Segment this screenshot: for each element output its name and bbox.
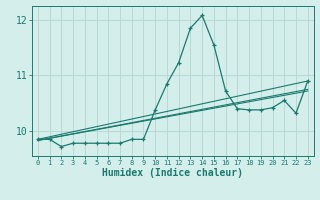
X-axis label: Humidex (Indice chaleur): Humidex (Indice chaleur) bbox=[102, 168, 243, 178]
